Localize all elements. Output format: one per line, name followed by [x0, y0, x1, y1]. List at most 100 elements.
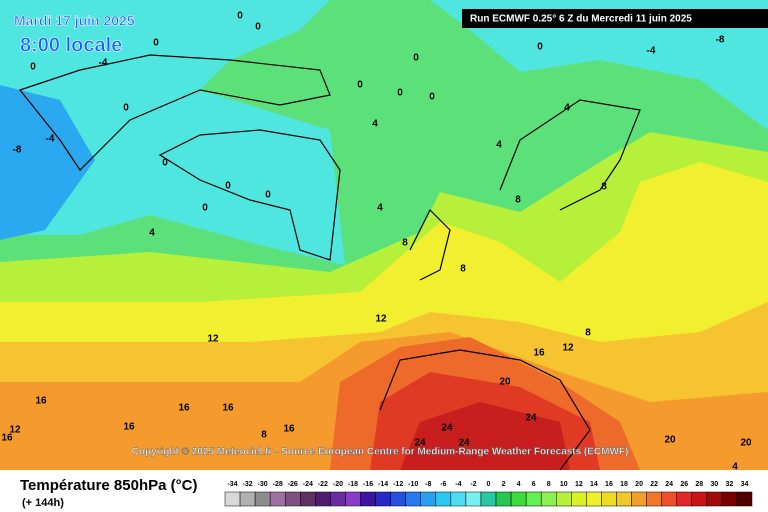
- footer-title: Température 850hPa (°C): [20, 477, 197, 494]
- contour-label: 0: [162, 158, 168, 169]
- contour-label: 4: [372, 119, 378, 130]
- legend-label: -28: [273, 481, 283, 488]
- forecast-time: 8:00 locale: [20, 34, 122, 56]
- legend-swatch: [405, 491, 421, 507]
- legend-swatch: [465, 491, 482, 507]
- legend-swatch: [315, 491, 331, 507]
- legend-label: 2: [502, 481, 506, 488]
- legend-label: -20: [333, 481, 343, 488]
- contour-label: 16: [1, 433, 13, 444]
- legend-label: 28: [695, 481, 703, 488]
- contour-label: 16: [178, 403, 190, 414]
- legend-swatch: [345, 491, 361, 507]
- cold-region-ne: [430, 0, 768, 130]
- legend-swatch: [239, 491, 256, 507]
- contour-label: 0: [255, 22, 261, 33]
- legend-swatch: [330, 491, 346, 507]
- legend-label: -30: [258, 481, 268, 488]
- contour-label: -4: [46, 134, 55, 145]
- contour-label: 24: [525, 413, 537, 424]
- legend-label: -24: [303, 481, 313, 488]
- contour-label: 20: [740, 438, 752, 449]
- contour-label: 0: [202, 203, 208, 214]
- legend-label: 8: [547, 481, 551, 488]
- contour-label: 24: [441, 423, 453, 434]
- legend-label: 6: [532, 481, 536, 488]
- contour-label: 0: [30, 62, 36, 73]
- contour-label: 16: [222, 403, 234, 414]
- cold-region: [0, 0, 345, 265]
- contour-label: -4: [99, 58, 108, 69]
- contour-label: 24: [458, 438, 470, 449]
- legend-swatch: [390, 491, 406, 507]
- extreme-region: [400, 402, 570, 470]
- legend-swatch: [269, 491, 286, 507]
- legend-swatch: [571, 491, 587, 507]
- legend-label: -8: [425, 481, 431, 488]
- contour-label: 16: [283, 424, 295, 435]
- run-banner: [462, 9, 768, 28]
- contour-label: -8: [13, 145, 22, 156]
- contour-label: 12: [375, 314, 387, 325]
- legend-swatch: [420, 491, 437, 507]
- legend-swatch: [586, 491, 602, 507]
- legend-swatch: [360, 491, 376, 507]
- legend-label: -16: [363, 481, 373, 488]
- coastline: [18, 54, 331, 171]
- legend-label: -4: [455, 481, 461, 488]
- legend-swatch: [556, 491, 572, 507]
- contour-label: 8: [585, 328, 591, 339]
- legend-label: 30: [710, 481, 718, 488]
- coastline: [158, 129, 341, 261]
- contour-label: 0: [123, 103, 129, 114]
- legend-label: -6: [440, 481, 446, 488]
- contour-label: 16: [35, 396, 47, 407]
- legend-label: 4: [517, 481, 521, 488]
- legend-swatch: [631, 491, 647, 507]
- contour-label: -8: [716, 35, 725, 46]
- legend-swatch: [616, 491, 632, 507]
- contour-label: 8: [460, 264, 466, 275]
- legend-swatch: [375, 491, 391, 507]
- legend-label: 34: [741, 481, 749, 488]
- run-info: Run ECMWF 0.25° 6 Z du Mercredi 11 juin …: [470, 14, 692, 25]
- legend-label: 10: [560, 481, 568, 488]
- legend-label: 18: [620, 481, 628, 488]
- contour-label: 20: [499, 377, 511, 388]
- contour-label: 20: [664, 435, 676, 446]
- contour-label: 0: [429, 92, 435, 103]
- copyright: Copyright © 2025 Meteociel.fr - Source E…: [132, 447, 629, 458]
- contour-label: 0: [153, 38, 159, 49]
- legend-label: 14: [590, 481, 598, 488]
- legend-label: -32: [243, 481, 253, 488]
- contour-label: 4: [564, 103, 570, 114]
- legend: -34 -32 -30 -28 -26 -24 -22 -20 -18 -16 -14 -12 -10-…: [224, 481, 753, 507]
- contour-label: 16: [533, 348, 545, 359]
- coastline: [409, 208, 451, 281]
- legend-label: -10: [408, 481, 418, 488]
- legend-label: 26: [680, 481, 688, 488]
- contour-label: 0: [357, 80, 363, 91]
- legend-label: -14: [378, 481, 388, 488]
- contour-label: 0: [237, 11, 243, 22]
- legend-label: -12: [393, 481, 403, 488]
- legend-label: -34: [227, 481, 237, 488]
- legend-label: 22: [650, 481, 658, 488]
- legend-label: 16: [605, 481, 613, 488]
- contour-label: 4: [377, 203, 383, 214]
- contour-label: 8: [402, 238, 408, 249]
- contour-label: 4: [496, 140, 502, 151]
- contour-label: 4: [732, 462, 738, 473]
- forecast-date: Mardi 17 juin 2025: [14, 13, 135, 29]
- legend-swatch: [540, 491, 557, 507]
- legend-swatch: [284, 491, 301, 507]
- legend-label: 0: [487, 481, 491, 488]
- coastline: [379, 349, 591, 471]
- legend-label: 32: [726, 481, 734, 488]
- contour-label: 8: [515, 195, 521, 206]
- legend-swatch: [661, 491, 677, 507]
- legend-swatch: [480, 491, 497, 507]
- contour-label: 0: [537, 42, 543, 53]
- contour-label: 8: [261, 430, 267, 441]
- contour-label: 0: [397, 88, 403, 99]
